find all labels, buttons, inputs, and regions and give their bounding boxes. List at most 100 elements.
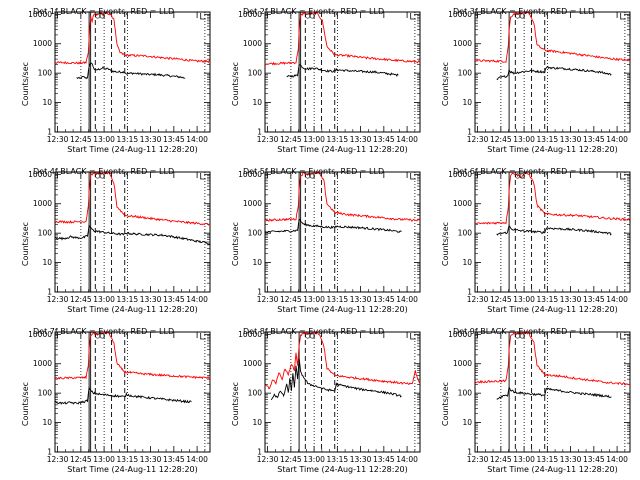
x-tick-label: 14:00 — [186, 135, 208, 144]
bracket-mark — [410, 333, 416, 340]
x-tick-label: 13:45 — [373, 455, 395, 464]
peak-marker — [309, 13, 315, 19]
x-tick-label: 14:00 — [396, 295, 418, 304]
y-tick-label: 1000 — [33, 39, 52, 48]
x-axis-label: Start Time (24-Aug-11 12:28:20) — [67, 305, 198, 314]
peak-marker — [519, 13, 525, 19]
y-tick-label: 1 — [257, 288, 262, 297]
x-tick-label: 13:15 — [537, 295, 559, 304]
x-tick-label: 12:45 — [490, 295, 512, 304]
x-tick-label: 12:30 — [257, 455, 279, 464]
y-tick-label: 10 — [252, 418, 262, 427]
x-tick-label: 12:30 — [467, 295, 489, 304]
y-tick-label: 1000 — [243, 359, 262, 368]
peak-marker — [309, 173, 315, 179]
x-tick-label: 12:30 — [257, 135, 279, 144]
x-axis-label: Start Time (24-Aug-11 12:28:20) — [67, 465, 198, 474]
y-tick-label: 10 — [42, 418, 52, 427]
series-line-events — [76, 62, 186, 80]
x-tick-label: 13:00 — [513, 135, 535, 144]
x-tick-label: 13:30 — [350, 135, 372, 144]
y-tick-label: 10000 — [448, 170, 472, 179]
series-line-lld — [54, 170, 211, 226]
y-axis-label: Counts/sec — [231, 62, 240, 106]
y-tick-label: 10 — [42, 258, 52, 267]
x-tick-label: 12:30 — [467, 135, 489, 144]
peak-marker — [519, 333, 525, 339]
y-tick-label: 100 — [458, 389, 473, 398]
y-axis-label: Counts/sec — [231, 382, 240, 426]
bracket-mark — [620, 333, 626, 340]
x-tick-label: 13:30 — [140, 455, 162, 464]
series-line-events — [270, 358, 402, 401]
x-tick-label: 13:45 — [583, 455, 605, 464]
x-axis-label: Start Time (24-Aug-11 12:28:20) — [277, 465, 408, 474]
x-tick-label: 13:45 — [163, 295, 185, 304]
x-tick-label: 12:30 — [257, 295, 279, 304]
x-tick-label: 13:00 — [303, 295, 325, 304]
bracket-mark — [410, 173, 416, 180]
y-axis-label: Counts/sec — [441, 382, 450, 426]
x-tick-label: 14:00 — [606, 135, 628, 144]
y-tick-label: 100 — [38, 69, 53, 78]
x-tick-label: 13:30 — [140, 135, 162, 144]
y-axis-label: Counts/sec — [21, 222, 30, 266]
x-axis-label: Start Time (24-Aug-11 12:28:20) — [487, 465, 618, 474]
x-tick-label: 14:00 — [186, 455, 208, 464]
bracket-mark — [200, 333, 206, 340]
y-tick-label: 10 — [462, 98, 472, 107]
chart-panel-4: 1 10 100 1000 10000 12:30 12:45 13:00 13:15 13:30… — [21, 167, 211, 314]
series-line-events — [55, 223, 211, 245]
y-tick-label: 10 — [462, 418, 472, 427]
y-tick-label: 1 — [47, 128, 52, 137]
x-tick-label: 13:00 — [513, 295, 535, 304]
x-tick-label: 12:45 — [490, 135, 512, 144]
y-tick-label: 1 — [467, 288, 472, 297]
x-tick-label: 13:15 — [117, 135, 139, 144]
x-tick-label: 13:15 — [327, 135, 349, 144]
plot-frame — [264, 331, 421, 453]
chart-panel-8: 1 10 100 1000 10000 12:30 12:45 13:00 13:15 13:30… — [231, 327, 421, 474]
series-line-events — [286, 64, 399, 78]
series-line-lld — [474, 331, 631, 386]
peak-marker — [519, 173, 525, 179]
series-line-lld — [474, 171, 631, 225]
x-tick-label: 13:30 — [560, 455, 582, 464]
y-axis-label: Counts/sec — [441, 222, 450, 266]
bracket-mark — [200, 173, 206, 180]
plot-frame — [54, 331, 211, 453]
plot-frame — [474, 331, 631, 453]
x-tick-label: 12:30 — [47, 295, 69, 304]
x-tick-label: 13:30 — [140, 295, 162, 304]
y-tick-label: 10 — [252, 258, 262, 267]
y-tick-label: 100 — [248, 69, 263, 78]
y-tick-label: 10000 — [448, 330, 472, 339]
peak-marker — [99, 173, 105, 179]
chart-title: Det 4f BLACK = Events, RED = LLD — [33, 167, 174, 176]
y-tick-label: 1 — [257, 128, 262, 137]
y-tick-label: 10000 — [28, 330, 52, 339]
x-tick-label: 12:45 — [280, 455, 302, 464]
plot-frame — [54, 11, 211, 133]
y-tick-label: 10000 — [238, 330, 262, 339]
chart-panel-6: 1 10 100 1000 10000 12:30 12:45 13:00 13:15 13:30… — [441, 167, 631, 314]
x-tick-label: 14:00 — [396, 455, 418, 464]
x-tick-label: 13:30 — [560, 135, 582, 144]
y-tick-label: 1000 — [243, 39, 262, 48]
x-tick-label: 13:00 — [93, 135, 115, 144]
chart-panel-2: 1 10 100 1000 10000 12:30 12:45 13:00 13:15 13:30… — [231, 7, 421, 154]
chart-title: Det 8f BLACK = Events, RED = LLD — [243, 327, 384, 336]
y-axis-label: Counts/sec — [21, 62, 30, 106]
x-tick-label: 13:15 — [327, 455, 349, 464]
x-tick-label: 14:00 — [186, 295, 208, 304]
y-tick-label: 100 — [38, 229, 53, 238]
x-axis-label: Start Time (24-Aug-11 12:28:20) — [487, 305, 618, 314]
plot-frame — [264, 11, 421, 133]
x-tick-label: 13:45 — [373, 135, 395, 144]
y-tick-label: 100 — [38, 389, 53, 398]
series-line-events — [496, 224, 612, 236]
x-tick-label: 12:45 — [70, 295, 92, 304]
series-line-events — [496, 66, 612, 80]
series-line-lld — [54, 11, 211, 65]
